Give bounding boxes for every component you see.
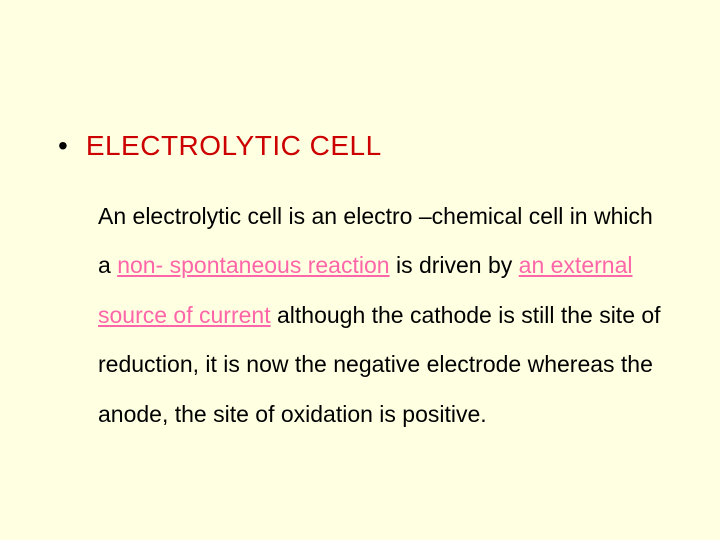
body-paragraph: An electrolytic cell is an electro –chem… <box>98 192 662 439</box>
slide-title: ELECTROLYTIC CELL <box>86 130 382 162</box>
highlight-1: non- spontaneous reaction <box>117 252 389 278</box>
slide: • ELECTROLYTIC CELL An electrolytic cell… <box>0 0 720 540</box>
body-part2: is driven by <box>390 252 519 278</box>
bullet-icon: • <box>58 132 68 160</box>
title-line: • ELECTROLYTIC CELL <box>58 130 662 162</box>
